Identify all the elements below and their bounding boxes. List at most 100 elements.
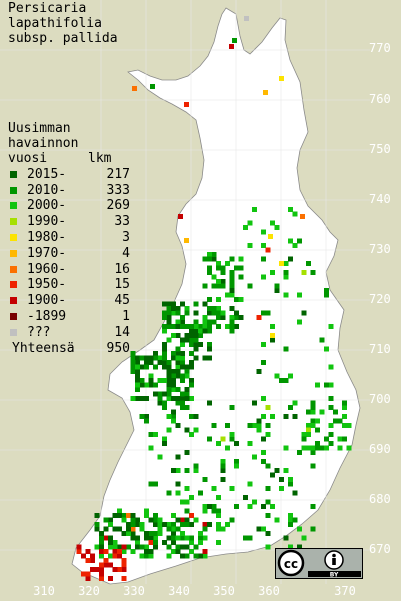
observation-square — [207, 319, 212, 325]
legend-rows: 2015- 217 2010- 333 2000- 269 1990- 33 1980- 3 197… — [8, 167, 130, 341]
observation-square — [166, 369, 172, 374]
observation-square — [166, 319, 172, 325]
observation-square — [121, 517, 127, 523]
observation-square — [220, 468, 226, 473]
observation-square — [175, 544, 181, 550]
observation-square — [121, 544, 127, 550]
observation-square — [261, 526, 266, 532]
observation-square — [270, 324, 275, 329]
observation-square — [166, 360, 172, 365]
y-tick-label: 740 — [369, 192, 391, 206]
legend-year: 1950- — [27, 277, 67, 293]
observation-square — [252, 423, 257, 428]
observation-square — [324, 288, 329, 293]
observation-square — [270, 414, 275, 419]
observation-square — [288, 522, 293, 527]
observation-square — [162, 441, 167, 446]
observation-square — [202, 477, 208, 482]
observation-square — [180, 535, 185, 541]
observation-square — [184, 499, 190, 505]
observation-square — [175, 369, 181, 374]
observation-square — [265, 310, 271, 316]
observation-square — [166, 391, 172, 397]
observation-square — [180, 342, 185, 347]
observation-square — [211, 423, 217, 428]
observation-square — [220, 279, 226, 284]
observation-square — [198, 553, 203, 559]
observation-square — [247, 481, 253, 487]
observation-square — [261, 229, 266, 235]
observation-square — [300, 214, 305, 219]
observation-square — [189, 364, 194, 370]
observation-square — [207, 297, 212, 302]
observation-square — [283, 346, 289, 352]
observation-square — [324, 346, 329, 352]
observation-square — [162, 324, 167, 329]
observation-square — [270, 333, 275, 338]
observation-square — [76, 544, 82, 550]
x-tick-label: 310 — [33, 584, 55, 598]
observation-square — [283, 261, 289, 266]
observation-square — [162, 405, 167, 410]
legend-swatch — [10, 328, 17, 336]
legend-swatch — [10, 312, 17, 320]
observation-square — [292, 414, 298, 419]
observation-square — [162, 342, 167, 347]
observation-square — [139, 396, 145, 401]
observation-square — [130, 517, 136, 523]
observation-square — [211, 486, 217, 491]
observation-square — [166, 337, 172, 343]
observation-square — [126, 531, 131, 536]
observation-square — [135, 540, 140, 545]
observation-square — [184, 450, 190, 455]
observation-square — [220, 265, 226, 271]
observation-square — [184, 324, 190, 329]
observation-square — [306, 427, 311, 433]
observation-square — [324, 436, 329, 442]
observation-square — [175, 526, 181, 532]
observation-square — [207, 252, 212, 257]
observation-square — [112, 553, 118, 559]
observation-square — [328, 382, 334, 388]
observation-square — [310, 450, 316, 455]
observation-square — [175, 306, 181, 311]
observation-square — [112, 513, 118, 518]
observation-square — [238, 274, 244, 280]
observation-square — [148, 360, 154, 365]
observation-square — [166, 553, 172, 559]
observation-square — [94, 567, 100, 572]
observation-square — [171, 396, 176, 401]
observation-square — [108, 535, 113, 541]
observation-square — [207, 342, 212, 347]
legend-count: 3 — [122, 229, 130, 245]
observation-square — [166, 378, 172, 383]
observation-square — [135, 378, 140, 383]
observation-square — [184, 405, 190, 410]
observation-square — [288, 513, 293, 518]
observation-square — [180, 315, 185, 320]
observation-square — [292, 211, 298, 217]
observation-square — [139, 544, 145, 550]
observation-square — [130, 526, 136, 532]
observation-square — [333, 418, 338, 424]
x-tick-label: 350 — [213, 584, 235, 598]
observation-square — [265, 405, 271, 410]
observation-square — [108, 576, 113, 581]
observation-square — [198, 490, 203, 496]
observation-square — [157, 454, 163, 460]
observation-square — [144, 360, 149, 365]
observation-square — [144, 549, 149, 554]
cc-by-license-badge[interactable]: cc BY — [275, 548, 363, 579]
observation-square — [148, 549, 154, 554]
observation-square — [337, 436, 343, 442]
observation-square — [180, 531, 185, 536]
observation-square — [220, 283, 226, 289]
observation-square — [229, 44, 234, 49]
observation-square — [175, 360, 181, 365]
observation-square — [207, 400, 212, 406]
observation-square — [346, 445, 352, 451]
observation-square — [162, 351, 167, 356]
observation-square — [193, 346, 199, 352]
map-grid — [0, 0, 370, 584]
legend: Uusimman havainnon vuosi lkm 2015- 217 201… — [8, 121, 130, 357]
